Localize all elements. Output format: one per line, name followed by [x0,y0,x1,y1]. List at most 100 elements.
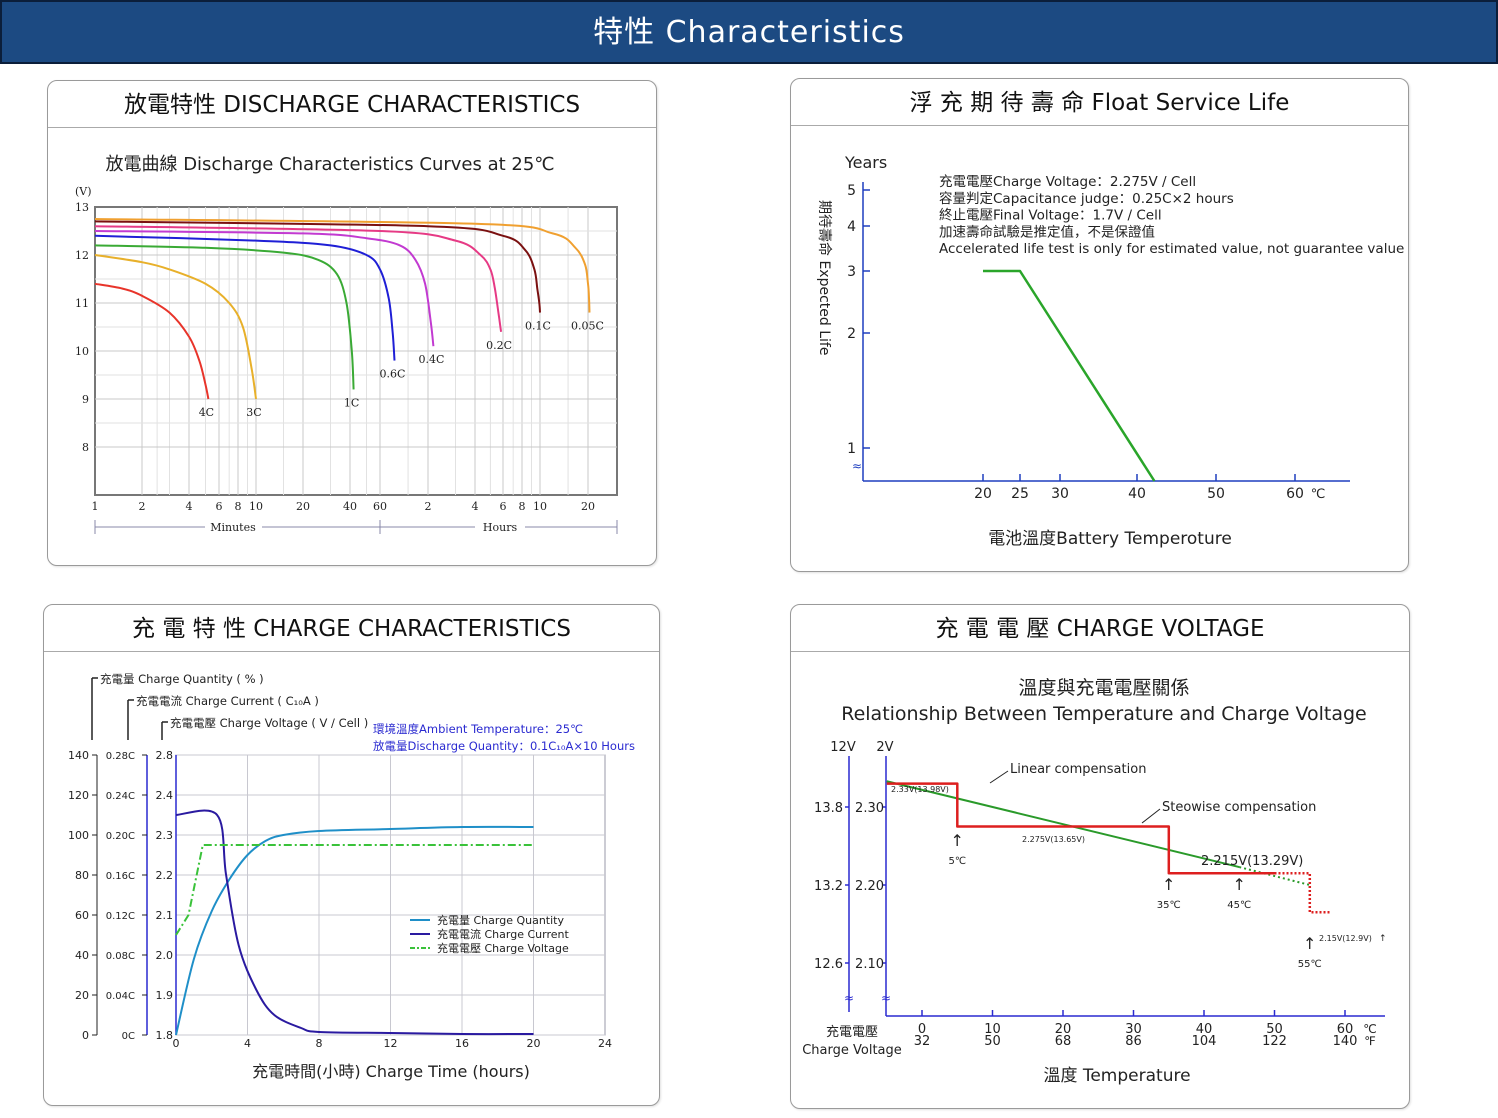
charge-legend-label: 充電電壓 Charge Voltage [437,941,569,955]
discharge-x-label-hours: Hours [483,521,518,534]
float-y-tick: 2 [847,326,856,342]
charge-q-tick: 140 [68,749,89,762]
discharge-series-label: 1C [344,396,359,409]
discharge-x-tick: 8 [235,500,242,513]
charge-q-tick: 80 [75,869,89,882]
voltage-12v-tick: 13.2 [814,879,843,894]
charge-v-tick: 2.2 [156,869,174,882]
voltage-2v-tick: 2.20 [855,879,884,894]
voltage-temp-arrow: ↑ [1233,875,1246,894]
charge-q-tick: 40 [75,949,89,962]
discharge-x-label-minutes: Minutes [210,521,256,534]
float-life-line [983,269,1156,482]
discharge-y-tick: 13 [75,201,89,214]
discharge-series-label: 0.4C [418,353,444,366]
charge-q-tick: 0 [82,1029,89,1042]
discharge-y-tick: 9 [82,393,89,406]
voltage-x-tick-f: 122 [1262,1034,1287,1049]
charge-x-tick: 4 [244,1037,251,1050]
voltage-temp-label: 35℃ [1157,900,1181,911]
charge-q-tick: 20 [75,989,89,1002]
discharge-x-tick: 20 [296,500,310,513]
voltage-2v-tick: 2.30 [855,801,884,816]
voltage-x-tick-c: 50 [1266,1022,1283,1037]
charge-axis-title: 充電電流 Charge Current ( C₁₀A ) [136,694,319,708]
charge-v-tick: 2.0 [156,949,174,962]
float-y-top-label: Years [844,153,887,172]
charge-voltage-panel: 充 電 電 壓 CHARGE VOLTAGE [790,604,1410,1109]
discharge-panel: 放電特性 DISCHARGE CHARACTERISTICS [47,80,657,566]
charge-v-tick: 2.4 [156,789,174,802]
charge-x-tick: 20 [527,1037,541,1050]
voltage-2215-label: 2.215V(13.29V) [1201,854,1303,869]
charge-x-label: 充電時間(小時) Charge Time (hours) [252,1062,530,1081]
voltage-2v-tick: 2.10 [855,957,884,972]
discharge-series-0.05C [94,218,591,313]
float-axis-break: ≈ [852,459,862,473]
voltage-linear-pointer [989,770,1009,784]
charge-q-tick: 60 [75,909,89,922]
voltage-x-unit-f: ℉ [1364,1034,1375,1048]
charge-c-tick: 0.28C [106,751,135,762]
charge-voltage-line [175,844,534,936]
discharge-y-tick: 11 [75,297,89,310]
voltage-x-tick-f: 50 [984,1034,1001,1049]
discharge-x-tick: 10 [533,500,547,513]
discharge-x-tick: 1 [92,500,99,513]
voltage-y-header-2v: 2V [876,740,893,755]
charge-x-tick: 12 [384,1037,398,1050]
discharge-series-0.4C [94,230,435,347]
discharge-series-label: 0.6C [380,368,406,381]
float-panel-title: 浮 充 期 待 壽 命 Float Service Life [791,79,1408,126]
voltage-chart-subtitle: Relationship Between Temperature and Cha… [841,703,1367,725]
float-life-panel: 浮 充 期 待 壽 命 Float Service Life [790,78,1409,572]
discharge-series-0.2C [94,225,503,332]
float-y-tick: 3 [847,264,856,280]
voltage-x-tick-f: 140 [1333,1034,1358,1049]
charge-q-tick: 120 [68,789,89,802]
charge-c-tick: 0.24C [106,791,135,802]
discharge-x-tick: 4 [472,500,479,513]
float-x-label: 電池溫度Battery Temperoture [988,529,1232,549]
charge-v-tick: 1.9 [156,989,174,1002]
discharge-y-tick: 8 [82,441,89,454]
discharge-x-tick: 20 [581,500,595,513]
voltage-temp-arrow: ↑ [951,831,964,850]
discharge-x-tick: 4 [186,500,193,513]
voltage-temp-arrow: ↑ [1303,934,1316,953]
float-y-tick: 5 [847,183,856,199]
voltage-x-tick-f: 86 [1125,1034,1142,1049]
charge-c-tick: 0.04C [106,991,135,1002]
discharge-series-4C [94,282,210,400]
discharge-x-tick: 40 [343,500,357,513]
voltage-axis-break: ≈ [881,991,891,1005]
discharge-series-0.6C [94,234,396,361]
discharge-series-label: 3C [246,406,261,419]
voltage-linear-line [886,780,1240,869]
float-x-unit: ℃ [1311,487,1326,502]
float-x-tick: 50 [1207,486,1225,502]
float-y-tick: 1 [847,441,856,457]
voltage-y-label: 充電電壓 [826,1024,878,1040]
voltage-x-tick-c: 0 [918,1022,926,1037]
voltage-stepwise-pointer [1141,808,1161,824]
charge-x-tick: 8 [316,1037,323,1050]
voltage-stepwise-ext [1274,872,1331,914]
voltage-12v-tick: 12.6 [814,957,843,972]
voltage-panel-title: 充 電 電 壓 CHARGE VOLTAGE [791,605,1409,652]
float-x-tick: 30 [1051,486,1069,502]
charge-condition: 放電量Discharge Quantity：0.1C₁₀A×10 Hours [373,739,635,753]
voltage-x-unit-c: ℃ [1363,1022,1376,1036]
voltage-12v-tick: 13.8 [814,801,843,816]
voltage-x-tick-f: 68 [1055,1034,1072,1049]
float-x-tick: 20 [974,486,992,502]
discharge-series-3C [94,254,257,400]
charge-q-tick: 100 [68,829,89,842]
voltage-axis-break: ≈ [844,991,854,1005]
charge-current-line [175,809,534,1036]
discharge-x-tick: 10 [249,500,263,513]
float-note: Accelerated life test is only for estima… [939,241,1404,257]
charge-x-tick: 16 [455,1037,469,1050]
charge-c-tick: 0.08C [106,951,135,962]
